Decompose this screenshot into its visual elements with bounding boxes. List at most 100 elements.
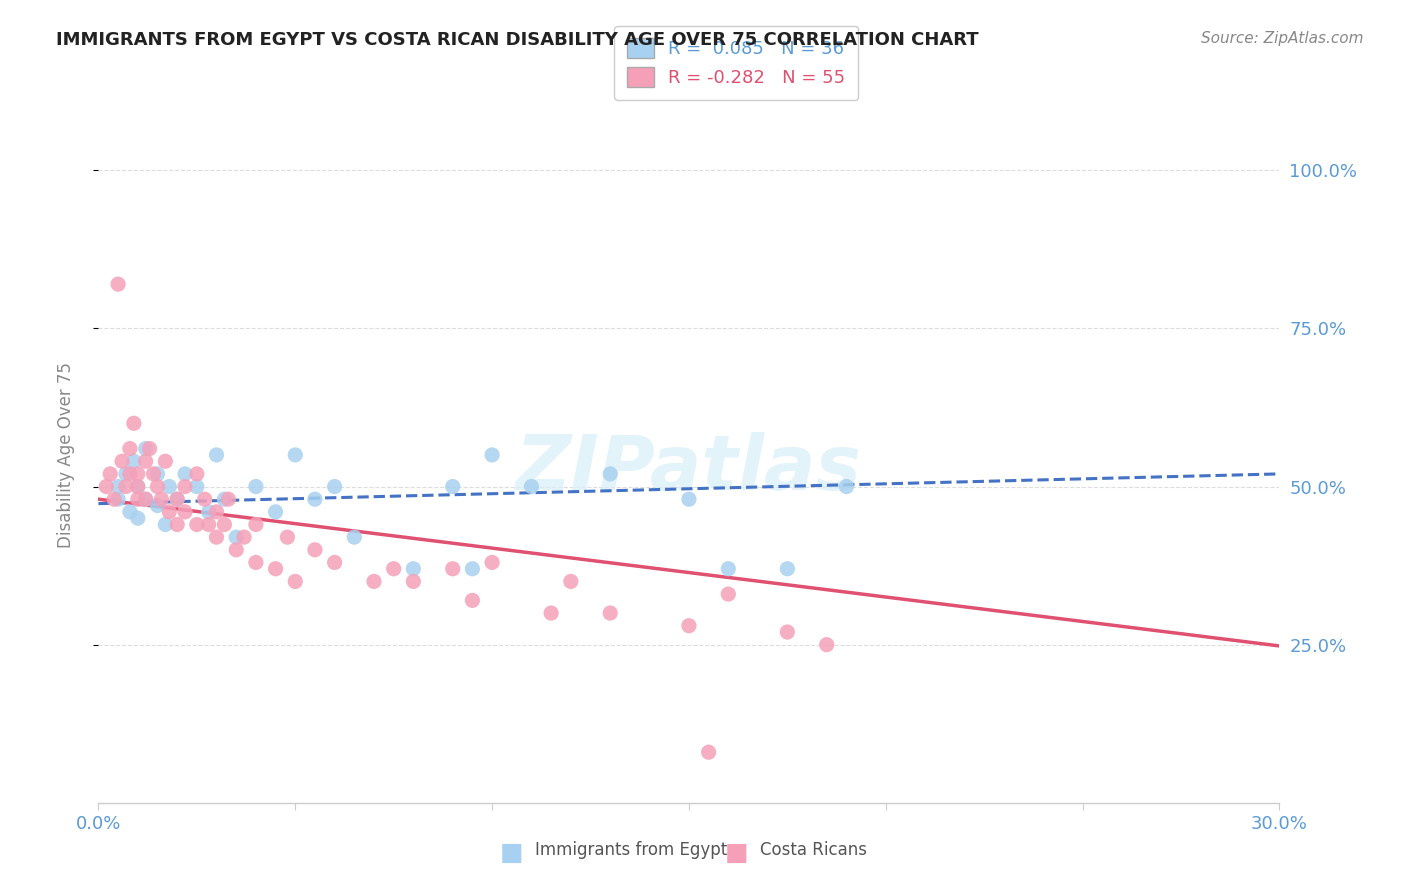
Point <box>138 442 160 456</box>
Point <box>717 562 740 576</box>
Point <box>461 593 484 607</box>
Point <box>127 492 149 507</box>
Text: Costa Ricans: Costa Ricans <box>759 841 868 859</box>
Y-axis label: Disability Age Over 75: Disability Age Over 75 <box>56 362 75 548</box>
Point <box>461 562 484 576</box>
Point <box>194 492 217 507</box>
Point <box>150 492 173 507</box>
Point <box>441 562 464 576</box>
Point <box>135 442 157 456</box>
Text: Immigrants from Egypt: Immigrants from Egypt <box>536 841 728 859</box>
Point <box>205 530 228 544</box>
Point <box>122 417 145 431</box>
Text: Source: ZipAtlas.com: Source: ZipAtlas.com <box>1201 31 1364 46</box>
Legend: R =  0.085   N = 36, R = -0.282   N = 55: R = 0.085 N = 36, R = -0.282 N = 55 <box>614 26 858 100</box>
Point <box>166 517 188 532</box>
Point <box>197 517 219 532</box>
Point <box>135 492 157 507</box>
Point <box>678 618 700 632</box>
Point <box>146 499 169 513</box>
Point <box>103 492 125 507</box>
Point <box>115 479 138 493</box>
Point <box>776 625 799 640</box>
Point <box>107 492 129 507</box>
Point <box>382 562 405 576</box>
Point <box>115 467 138 481</box>
Text: ■: ■ <box>724 841 748 865</box>
Point <box>276 530 298 544</box>
Point <box>166 492 188 507</box>
Point <box>343 530 366 544</box>
Point <box>107 277 129 292</box>
Point <box>166 492 188 507</box>
Point <box>157 505 180 519</box>
Point <box>264 505 287 519</box>
Point <box>135 454 157 468</box>
Point <box>174 479 197 493</box>
Point <box>127 511 149 525</box>
Point <box>717 587 740 601</box>
Point <box>127 479 149 493</box>
Point <box>678 492 700 507</box>
Point <box>174 505 197 519</box>
Point <box>197 505 219 519</box>
Point <box>111 454 134 468</box>
Point <box>304 542 326 557</box>
Point <box>815 638 838 652</box>
Point <box>284 574 307 589</box>
Point <box>481 448 503 462</box>
Point <box>186 517 208 532</box>
Point <box>135 492 157 507</box>
Point <box>205 505 228 519</box>
Point <box>157 479 180 493</box>
Point <box>214 492 236 507</box>
Point <box>599 467 621 481</box>
Point <box>481 556 503 570</box>
Point <box>697 745 720 759</box>
Point <box>245 517 267 532</box>
Point <box>96 479 118 493</box>
Point <box>186 479 208 493</box>
Point <box>363 574 385 589</box>
Point <box>142 467 165 481</box>
Point <box>233 530 256 544</box>
Point <box>402 574 425 589</box>
Text: ZIPatlas: ZIPatlas <box>516 432 862 506</box>
Point <box>560 574 582 589</box>
Point <box>118 505 141 519</box>
Point <box>155 454 177 468</box>
Text: IMMIGRANTS FROM EGYPT VS COSTA RICAN DISABILITY AGE OVER 75 CORRELATION CHART: IMMIGRANTS FROM EGYPT VS COSTA RICAN DIS… <box>56 31 979 49</box>
Point <box>245 479 267 493</box>
Point <box>214 517 236 532</box>
Point <box>245 556 267 570</box>
Point <box>174 467 197 481</box>
Point <box>599 606 621 620</box>
Point <box>107 479 129 493</box>
Point <box>118 467 141 481</box>
Point <box>217 492 239 507</box>
Point <box>835 479 858 493</box>
Point <box>264 562 287 576</box>
Point <box>323 556 346 570</box>
Point <box>225 530 247 544</box>
Point <box>118 442 141 456</box>
Point <box>122 454 145 468</box>
Point <box>304 492 326 507</box>
Point <box>323 479 346 493</box>
Point <box>127 479 149 493</box>
Point <box>146 467 169 481</box>
Point <box>540 606 562 620</box>
Point <box>402 562 425 576</box>
Point <box>155 517 177 532</box>
Point <box>441 479 464 493</box>
Point <box>98 467 121 481</box>
Point <box>146 479 169 493</box>
Point <box>520 479 543 493</box>
Point <box>225 542 247 557</box>
Text: ■: ■ <box>501 841 523 865</box>
Point <box>186 467 208 481</box>
Point <box>127 467 149 481</box>
Point <box>776 562 799 576</box>
Point <box>284 448 307 462</box>
Point <box>205 448 228 462</box>
